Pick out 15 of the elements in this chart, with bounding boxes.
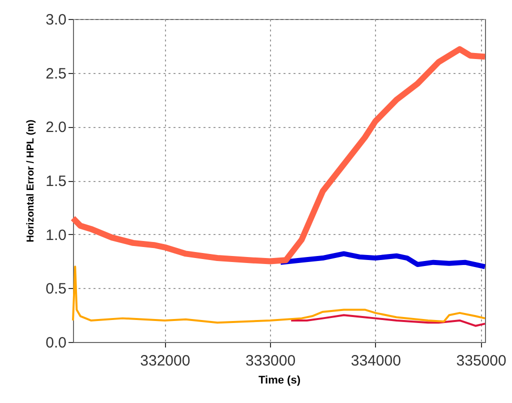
x-tick-label: 333000 (246, 352, 296, 370)
y-tick-label: 1.5 (46, 173, 66, 190)
y-tick-label: 0.5 (46, 280, 66, 298)
y-tick-label: 1.0 (46, 226, 66, 244)
y-axis-title: Horizontal Error / HPL (m) (26, 120, 37, 242)
y-tick-label: 3.0 (46, 12, 66, 28)
x-tick-label: 332000 (140, 352, 190, 370)
line-series (72, 266, 486, 324)
x-axis-title: Time (s) (258, 374, 301, 386)
x-tick-label: 335000 (456, 352, 506, 370)
y-tick-label: 2.5 (46, 65, 66, 82)
y-tick-label: 2.0 (46, 119, 66, 136)
y-tick-label: 0.0 (46, 334, 66, 352)
line-series (290, 314, 486, 327)
x-tick-label: 334000 (350, 352, 401, 370)
